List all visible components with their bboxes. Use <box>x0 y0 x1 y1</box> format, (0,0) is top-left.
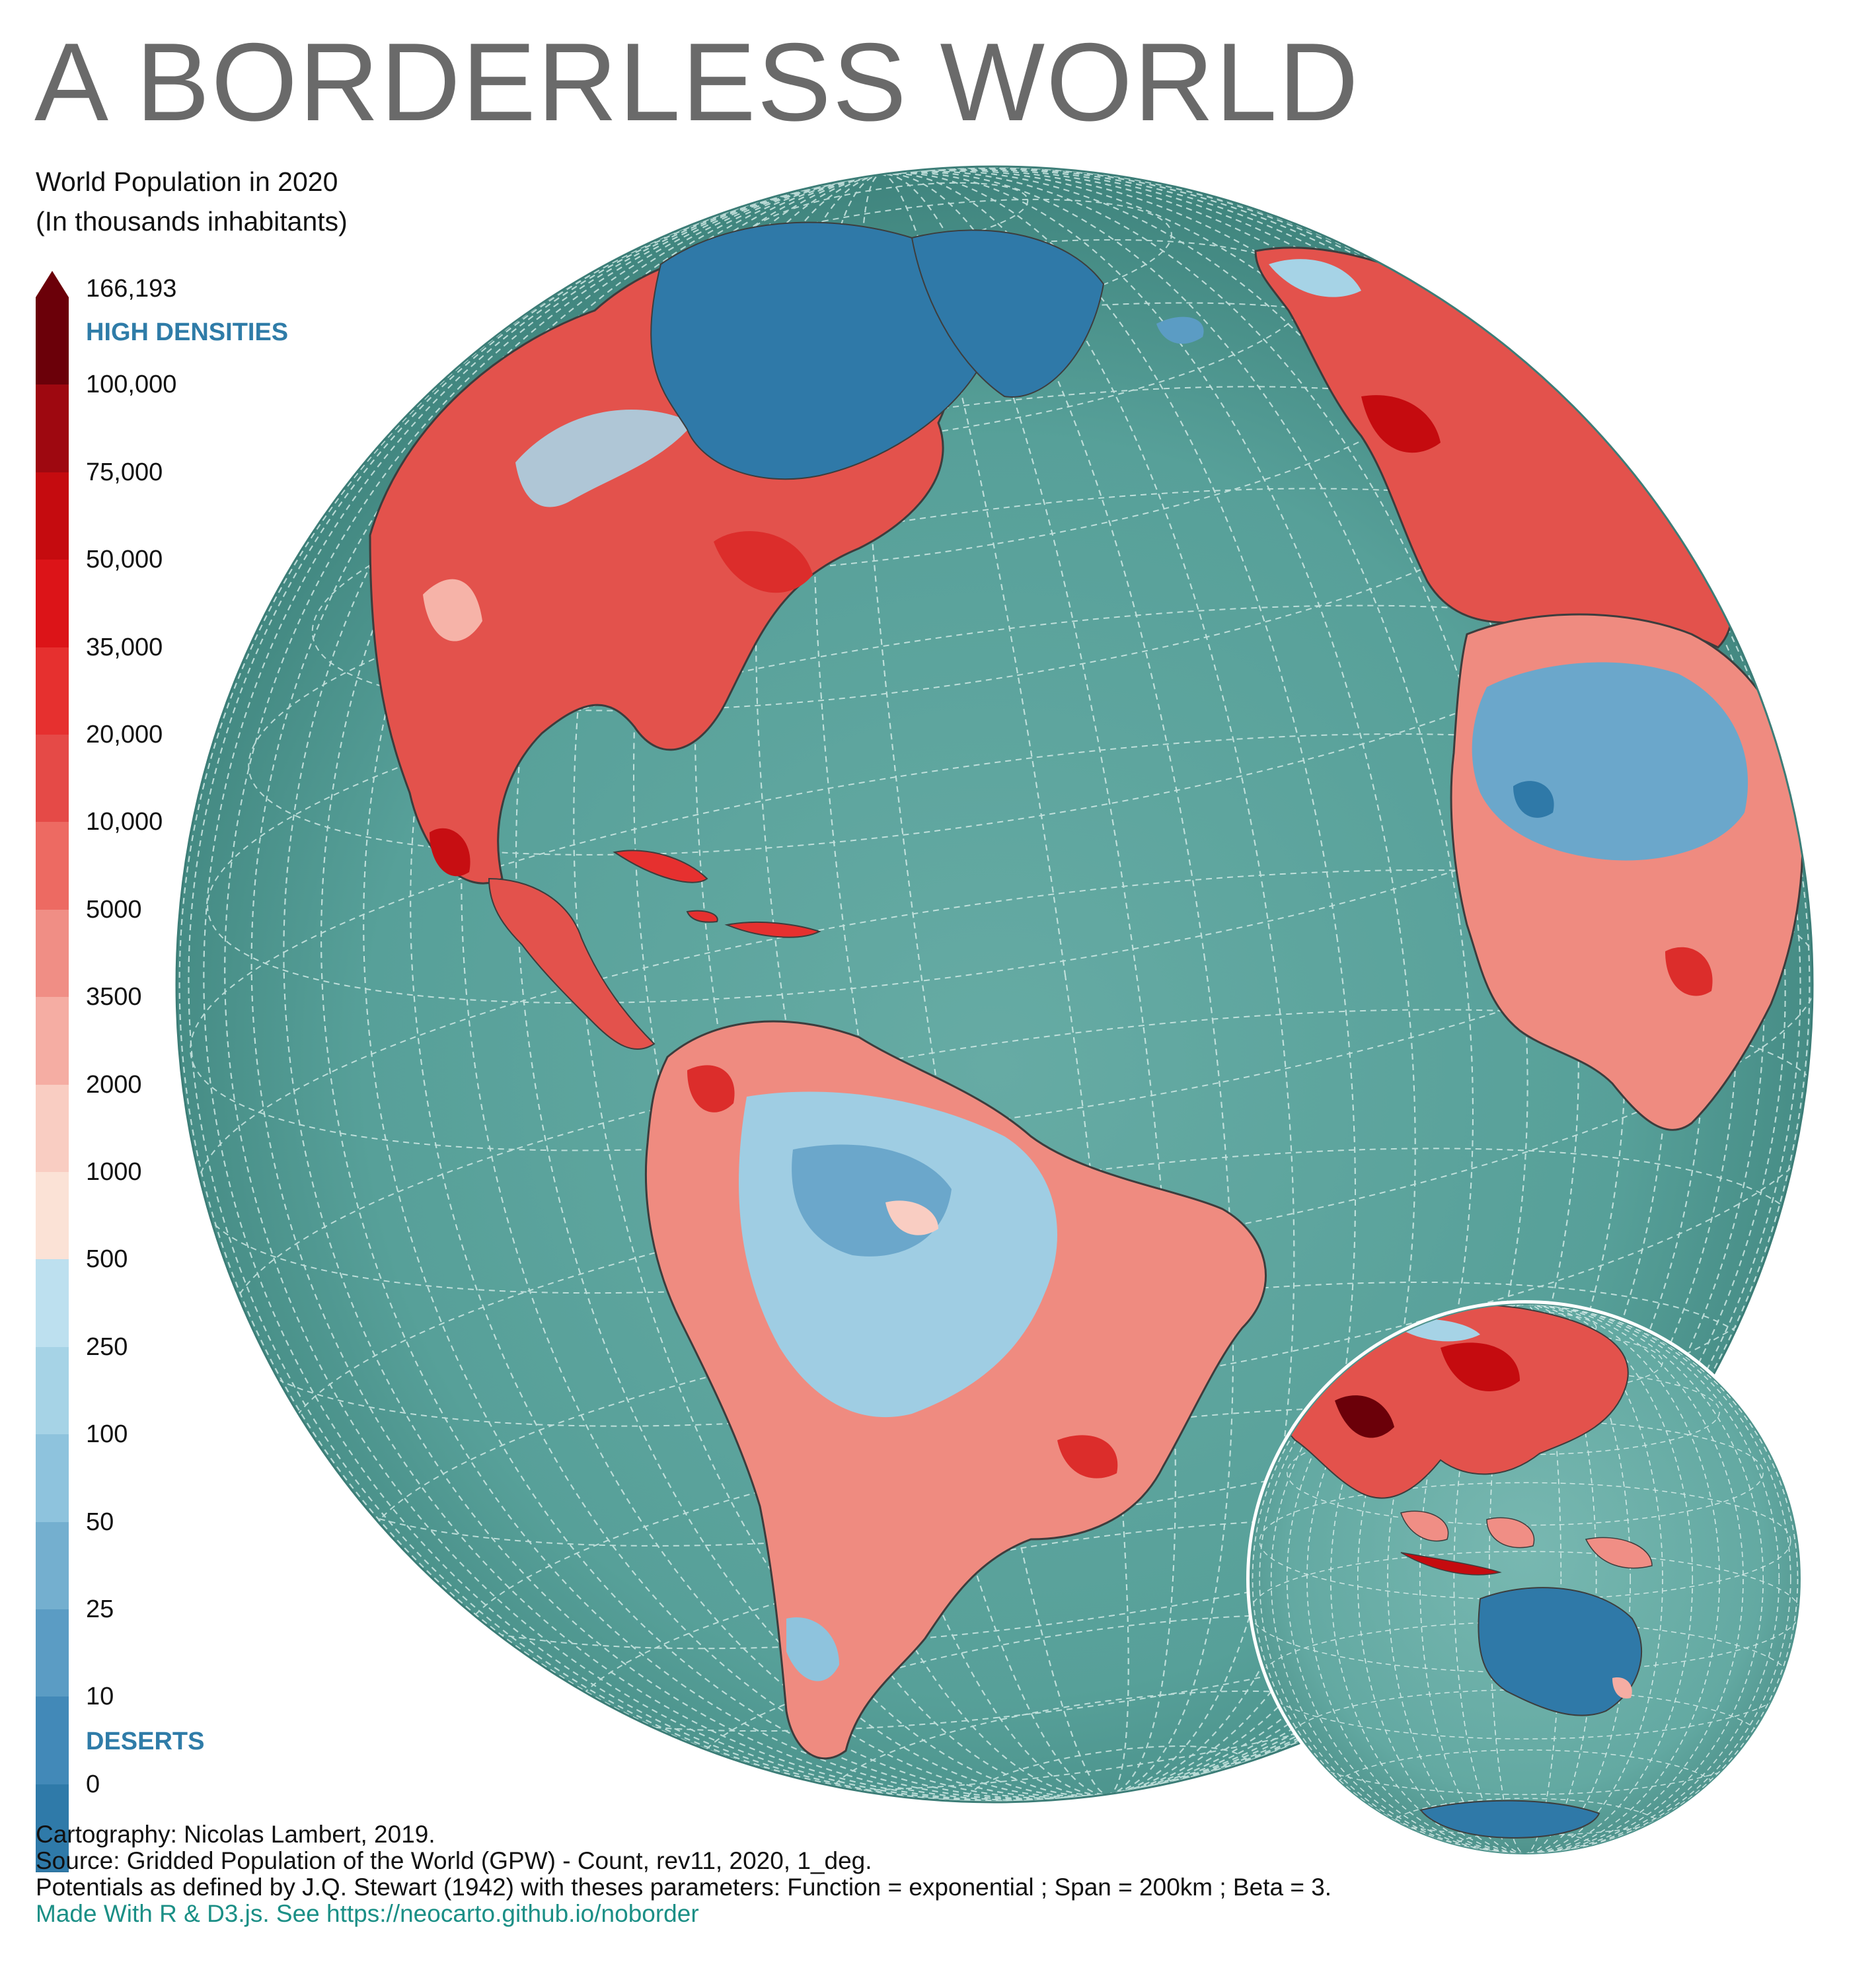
legend-color-scale <box>36 271 69 1873</box>
legend-title-line1: World Population in 2020 <box>36 166 338 197</box>
caribbean <box>613 850 821 938</box>
legend-title: World Population in 2020 (In thousands i… <box>36 162 348 241</box>
africa <box>1450 613 1804 1131</box>
legend-tick: 10 <box>86 1683 114 1711</box>
legend-color-box <box>36 647 69 735</box>
southeast-asia <box>1400 1510 1653 1576</box>
meridian <box>1453 1304 1597 1854</box>
inset-graticule <box>1250 1304 1800 1854</box>
australia <box>1478 1587 1642 1716</box>
legend-tick: 0 <box>86 1770 100 1798</box>
credits-cartography: Cartography: Nicolas Lambert, 2019. <box>36 1821 435 1848</box>
legend-tick: 5000 <box>86 895 142 924</box>
legend-tick: 25 <box>86 1595 114 1623</box>
legend-color-box <box>36 735 69 823</box>
credits-parameters: Potentials as defined by J.Q. Stewart (1… <box>36 1874 1332 1901</box>
legend-color-box <box>36 384 69 473</box>
legend-deserts: DESERTS <box>86 1728 205 1755</box>
credits: Cartography: Nicolas Lambert, 2019. Sour… <box>36 1821 1332 1927</box>
legend-color-box <box>36 1172 69 1261</box>
legend-high-densities: HIGH DENSITIES <box>86 318 289 346</box>
legend-tick: 2000 <box>86 1070 142 1099</box>
legend-tick: 100 <box>86 1420 128 1449</box>
legend-color-box <box>36 297 69 386</box>
south-america <box>644 1020 1267 1760</box>
legend-tick: 50 <box>86 1508 114 1536</box>
legend-tick: 3500 <box>86 983 142 1011</box>
meridian <box>1306 1304 1744 1854</box>
europe <box>1254 246 1734 649</box>
meridian <box>1286 1304 1764 1854</box>
parallel <box>190 733 1787 1152</box>
legend-color-box <box>36 472 69 561</box>
central-america <box>488 877 656 1050</box>
legend-title-line2: (In thousands inhabitants) <box>36 206 348 237</box>
meridian <box>1270 1304 1780 1854</box>
legend-color-box <box>36 1697 69 1785</box>
legend-tick: 10,000 <box>86 808 163 836</box>
legend-tick: 35,000 <box>86 633 163 661</box>
credits-link[interactable]: Made With R & D3.js. See https://neocart… <box>36 1900 699 1927</box>
legend-color-box <box>36 560 69 648</box>
canada-arctic <box>650 221 1204 480</box>
credits-source: Source: Gridded Population of the World … <box>36 1847 872 1874</box>
meridian <box>1330 1304 1720 1854</box>
legend-tick: 500 <box>86 1245 128 1274</box>
legend-color-box <box>36 1346 69 1436</box>
meridian <box>1387 1304 1663 1854</box>
legend-tick: 50,000 <box>86 546 163 574</box>
meridian <box>1259 1304 1791 1854</box>
legend-tick: 250 <box>86 1333 128 1361</box>
map-title: A BORDERLESS WORLD <box>34 20 1360 144</box>
legend-color-box <box>36 1784 69 1873</box>
legend-max-value: 166,193 <box>86 275 177 303</box>
legend-tick: 100,000 <box>86 371 177 399</box>
legend-max-arrow <box>36 271 69 297</box>
legend-tick: 75,000 <box>86 458 163 486</box>
antarctica <box>1419 1800 1600 1839</box>
inset-globe <box>1246 1300 1804 1858</box>
legend-tick: 1000 <box>86 1158 142 1186</box>
legend-color-box <box>36 822 69 910</box>
meridian <box>1419 1304 1631 1854</box>
legend-color-box <box>36 1084 69 1173</box>
legend-color-box <box>36 1259 69 1348</box>
legend-color-box <box>36 997 69 1085</box>
legend-color-box <box>36 1521 69 1610</box>
legend-color-box <box>36 909 69 998</box>
legend-tick: 20,000 <box>86 721 163 749</box>
legend-color-box <box>36 1609 69 1698</box>
meridian <box>1357 1304 1693 1854</box>
legend-color-box <box>36 1434 69 1523</box>
meridian <box>1252 1304 1799 1854</box>
